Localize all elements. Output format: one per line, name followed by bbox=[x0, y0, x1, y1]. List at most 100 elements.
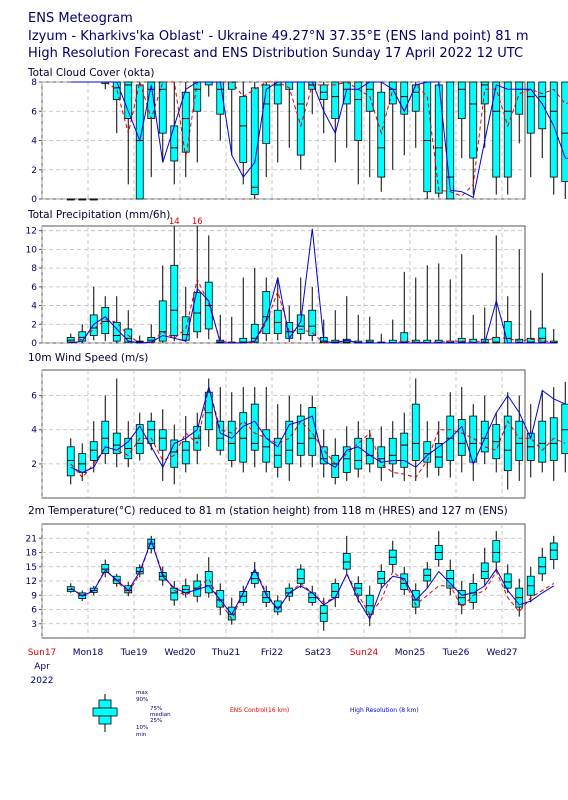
hres-line bbox=[70, 539, 555, 621]
ens-box bbox=[296, 314, 305, 335]
ens-box bbox=[181, 441, 190, 465]
legend-box-label: 75% bbox=[150, 706, 162, 712]
ens-box bbox=[538, 81, 547, 130]
ens-box bbox=[239, 412, 248, 463]
ens-box bbox=[515, 420, 524, 461]
ens-box bbox=[377, 571, 386, 584]
ens-box bbox=[457, 419, 466, 456]
y-tick-label: 15 bbox=[26, 563, 37, 573]
year-label: 2022 bbox=[31, 676, 54, 686]
ens-box bbox=[250, 323, 259, 343]
ens-box bbox=[193, 292, 202, 333]
meteogram-title: ENS Meteogram bbox=[28, 11, 133, 26]
ens-box bbox=[538, 420, 547, 463]
legend-box-label: 90% bbox=[136, 697, 148, 703]
ens-box bbox=[158, 429, 167, 451]
ens-box bbox=[204, 391, 213, 431]
legend-box-label: 25% bbox=[150, 718, 162, 724]
ens-box bbox=[503, 573, 512, 589]
y-tick-label: 12 bbox=[26, 577, 37, 587]
ens-box bbox=[388, 81, 397, 105]
ens-box bbox=[112, 322, 121, 342]
y-tick-label: 2 bbox=[31, 166, 37, 176]
ens-box bbox=[273, 600, 282, 613]
panel-frame bbox=[41, 225, 526, 344]
y-tick-label: 9 bbox=[31, 591, 37, 601]
legend-box-label: max bbox=[136, 690, 149, 696]
hres-line bbox=[70, 81, 568, 199]
ens-box bbox=[216, 420, 225, 451]
ens-box bbox=[561, 403, 568, 455]
month-label: Apr bbox=[34, 662, 50, 672]
legend-ens-control: ENS Control(16 km) bbox=[230, 707, 289, 714]
ens-box bbox=[400, 432, 409, 468]
day-label-sun24: Sun24 bbox=[350, 648, 379, 658]
ens-box bbox=[503, 415, 512, 472]
ens-box bbox=[285, 420, 294, 465]
ens-box bbox=[480, 562, 489, 580]
ens-box bbox=[377, 446, 386, 468]
ens-box bbox=[262, 591, 271, 603]
ens-box bbox=[158, 81, 167, 134]
ens-box bbox=[331, 81, 340, 119]
ens-box bbox=[457, 81, 466, 119]
hres-line bbox=[70, 228, 554, 344]
ens-box bbox=[250, 87, 259, 196]
ens-box bbox=[89, 441, 98, 461]
ens-box bbox=[342, 553, 351, 570]
ens-box bbox=[66, 446, 75, 477]
ens-box bbox=[434, 442, 443, 468]
ens-box bbox=[549, 81, 558, 178]
hres-line bbox=[70, 385, 566, 473]
ens-box bbox=[239, 96, 248, 163]
y-tick-label: 6 bbox=[31, 107, 37, 117]
day-label-tue26: Tue26 bbox=[442, 648, 470, 658]
ens-box bbox=[216, 590, 225, 608]
y-tick-label: 4 bbox=[31, 137, 37, 147]
ens-box bbox=[308, 309, 317, 336]
y-tick-label: 6 bbox=[31, 606, 37, 616]
day-label-sat23: Sat23 bbox=[305, 648, 331, 658]
y-tick-label: 6 bbox=[31, 392, 37, 402]
ens-box bbox=[112, 432, 121, 455]
panel-title: 2m Temperature(°C) reduced to 81 m (stat… bbox=[28, 505, 508, 517]
ens-box bbox=[446, 81, 455, 200]
day-label-mon18: Mon18 bbox=[73, 648, 104, 658]
legend-box-mid bbox=[92, 707, 118, 717]
y-tick-label: 4 bbox=[31, 302, 37, 312]
ens-box bbox=[204, 571, 213, 594]
off-scale-label: 14 bbox=[169, 217, 180, 227]
panel-title: Total Cloud Cover (okta) bbox=[27, 67, 155, 79]
y-tick-label: 8 bbox=[31, 264, 37, 274]
panel-frame bbox=[41, 369, 526, 499]
ens-control-line bbox=[70, 80, 568, 197]
ens-box bbox=[503, 81, 512, 178]
ens-box bbox=[411, 590, 420, 608]
y-tick-label: 12 bbox=[26, 227, 37, 237]
ens-box bbox=[411, 84, 420, 112]
panel-title: Total Precipitation (mm/6h) bbox=[27, 209, 170, 221]
ens-box bbox=[170, 264, 179, 336]
ens-box bbox=[319, 446, 328, 465]
y-tick-label: 4 bbox=[31, 426, 37, 436]
ens-box bbox=[331, 582, 340, 599]
y-tick-label: 0 bbox=[31, 195, 37, 205]
legend-box-label: median bbox=[150, 712, 171, 718]
ens-box bbox=[262, 429, 271, 463]
ens-box bbox=[262, 84, 271, 144]
ens-box bbox=[549, 542, 558, 561]
ens-box bbox=[308, 407, 317, 456]
ens-box bbox=[549, 417, 558, 461]
ens-box bbox=[147, 420, 156, 444]
ens-box bbox=[561, 81, 568, 182]
ens-box bbox=[469, 81, 478, 159]
ens-box bbox=[342, 446, 351, 473]
ens-box bbox=[538, 327, 547, 343]
day-label-wed20: Wed20 bbox=[164, 648, 195, 658]
y-tick-label: 10 bbox=[26, 245, 38, 255]
off-scale-label: 16 bbox=[192, 217, 203, 227]
ens-box bbox=[296, 415, 305, 456]
ens-box bbox=[239, 591, 248, 603]
ens-box bbox=[492, 540, 501, 563]
